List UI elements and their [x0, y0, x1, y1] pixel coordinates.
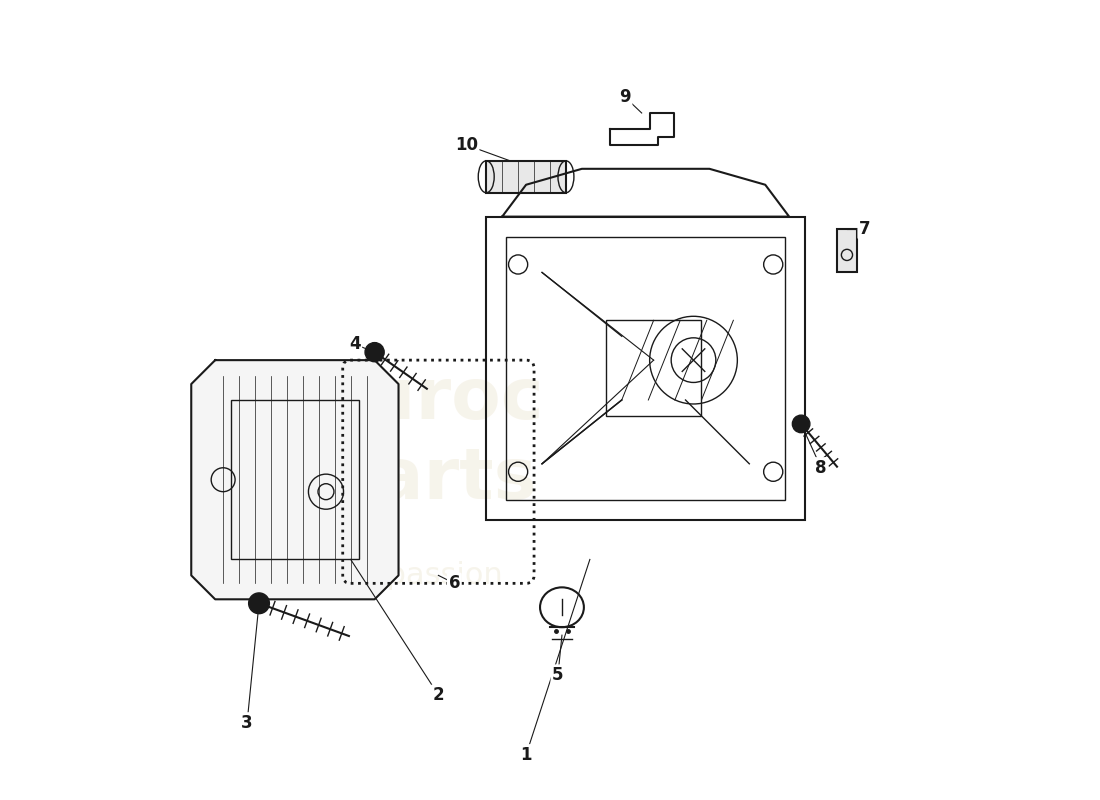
Text: 10: 10	[454, 136, 477, 154]
Text: 1: 1	[520, 746, 531, 764]
Text: a passion: a passion	[358, 561, 503, 590]
Text: euroc
parts: euroc parts	[316, 366, 544, 514]
Polygon shape	[191, 360, 398, 599]
Circle shape	[249, 593, 270, 614]
Polygon shape	[837, 229, 857, 273]
Text: 5: 5	[552, 666, 563, 684]
Circle shape	[365, 342, 384, 362]
Text: 3: 3	[241, 714, 253, 732]
Text: 7: 7	[859, 219, 871, 238]
Text: 6: 6	[449, 574, 460, 592]
Polygon shape	[486, 161, 565, 193]
Text: 9: 9	[619, 88, 630, 106]
Text: 8: 8	[815, 458, 827, 477]
Text: 4: 4	[349, 335, 361, 353]
Circle shape	[792, 415, 810, 433]
Text: 2: 2	[432, 686, 444, 704]
